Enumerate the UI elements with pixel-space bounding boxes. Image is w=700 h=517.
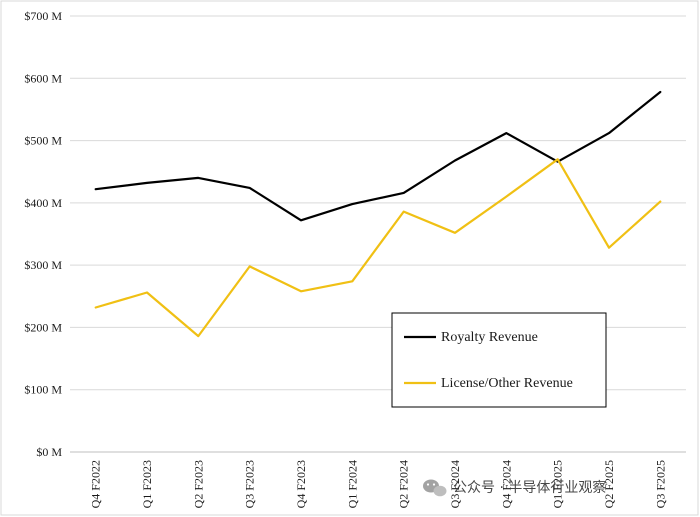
- x-tick-label: Q2 F2023: [191, 460, 205, 508]
- y-tick-label: $0 M: [36, 445, 62, 459]
- x-tick-label: Q3 F2024: [448, 460, 462, 508]
- x-tick-label: Q2 F2024: [397, 460, 411, 508]
- legend-label-royalty: Royalty Revenue: [441, 330, 538, 345]
- x-tick-label: Q3 F2023: [243, 460, 257, 508]
- series-lines: [94, 90, 662, 338]
- y-tick-label: $100 M: [24, 383, 62, 397]
- watermark-text: 公众号 · 半导体行业观察: [453, 479, 606, 496]
- x-tick-label: Q4 F2024: [499, 460, 513, 508]
- y-tick-label: $200 M: [24, 320, 62, 334]
- y-axis-tick-labels: $0 M $100 M $200 M $300 M $400 M $500 M $600 M…: [24, 9, 62, 459]
- watermark: 公众号 · 半导体行业观察: [423, 479, 606, 497]
- x-tick-label: Q1 F2023: [140, 460, 154, 508]
- legend-box: [391, 312, 607, 408]
- y-tick-label: $600 M: [24, 71, 62, 85]
- x-tick-label: Q1 F2024: [345, 460, 359, 508]
- y-tick-label: $400 M: [24, 196, 62, 210]
- x-tick-label: Q4 F2023: [294, 460, 308, 508]
- x-tick-label: Q2 F2025: [602, 460, 616, 508]
- x-tick-label: Q3 F2025: [653, 460, 667, 508]
- y-tick-label: $300 M: [24, 258, 62, 272]
- y-tick-label: $700 M: [24, 9, 62, 23]
- legend-label-license: License/Other Revenue: [441, 376, 573, 391]
- x-tick-label: Q4 F2022: [89, 460, 103, 508]
- x-axis-tick-labels: Q4 F2022 Q1 F2023 Q2 F2023 Q3 F2023 Q4 F2023…: [89, 460, 668, 508]
- series-line-royalty: [94, 90, 662, 222]
- legend: Royalty Revenue License/Other Revenue: [391, 312, 607, 408]
- y-tick-label: $500 M: [24, 134, 62, 148]
- wechat-icon: [423, 479, 447, 497]
- x-tick-label: Q1 F2025: [551, 460, 565, 508]
- series-line-license: [94, 158, 662, 338]
